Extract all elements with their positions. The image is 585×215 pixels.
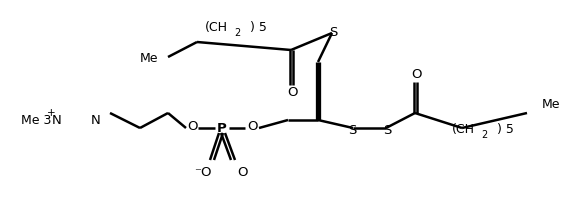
Text: (CH: (CH [452, 123, 475, 137]
Text: O: O [237, 166, 247, 178]
Text: O: O [412, 69, 422, 81]
Text: O: O [247, 120, 257, 134]
Text: S: S [348, 123, 356, 137]
Text: S: S [329, 26, 337, 38]
Text: 2: 2 [234, 28, 240, 38]
Text: O: O [288, 86, 298, 100]
Text: Me 3: Me 3 [21, 114, 51, 126]
Text: ⁻O: ⁻O [194, 166, 212, 178]
Text: O: O [187, 120, 197, 134]
Text: N: N [52, 114, 62, 126]
Text: Me: Me [542, 98, 560, 112]
Text: P: P [217, 121, 227, 135]
Text: 2: 2 [481, 130, 487, 140]
Text: +: + [47, 108, 56, 118]
Text: N: N [91, 114, 101, 126]
Text: (CH: (CH [205, 22, 228, 34]
Text: Me: Me [139, 52, 158, 64]
Text: S: S [383, 123, 391, 137]
Text: ) 5: ) 5 [250, 22, 267, 34]
Text: ) 5: ) 5 [497, 123, 514, 137]
